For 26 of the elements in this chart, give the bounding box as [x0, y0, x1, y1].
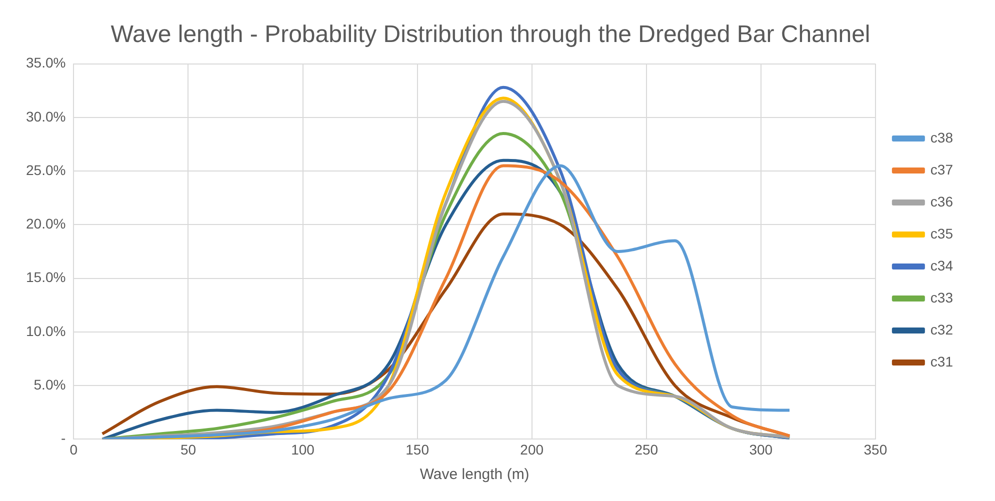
chart-title: Wave length - Probability Distribution through the Dredged Bar Channel — [110, 21, 870, 48]
legend-label: c38 — [930, 129, 954, 146]
x-tick-label: 350 — [864, 441, 888, 458]
x-tick-label: 0 — [70, 441, 78, 458]
y-tick-label: 30.0% — [26, 108, 66, 124]
x-tick-label: 50 — [180, 441, 196, 458]
legend-label: c31 — [930, 353, 954, 370]
y-tick-label: 20.0% — [26, 216, 66, 232]
legend-label: c34 — [930, 257, 954, 274]
x-tick-label: 300 — [749, 441, 773, 458]
legend-label: c32 — [930, 321, 954, 338]
y-tick-label: 10.0% — [26, 322, 66, 339]
x-tick-label: 250 — [634, 441, 658, 458]
legend-label: c37 — [930, 161, 954, 178]
y-tick-label: 25.0% — [26, 162, 66, 178]
x-tick-label: 200 — [520, 441, 544, 458]
x-tick-label: 100 — [291, 441, 315, 458]
legend-label: c36 — [930, 193, 954, 210]
x-tick-label: 150 — [406, 441, 430, 458]
legend-label: c35 — [930, 225, 954, 242]
y-tick-label: - — [61, 430, 66, 446]
legend-label: c33 — [930, 289, 954, 306]
y-tick-label: 35.0% — [26, 54, 66, 71]
y-tick-label: 5.0% — [34, 376, 66, 392]
x-axis-title: Wave length (m) — [420, 466, 530, 484]
y-tick-label: 15.0% — [26, 269, 66, 286]
